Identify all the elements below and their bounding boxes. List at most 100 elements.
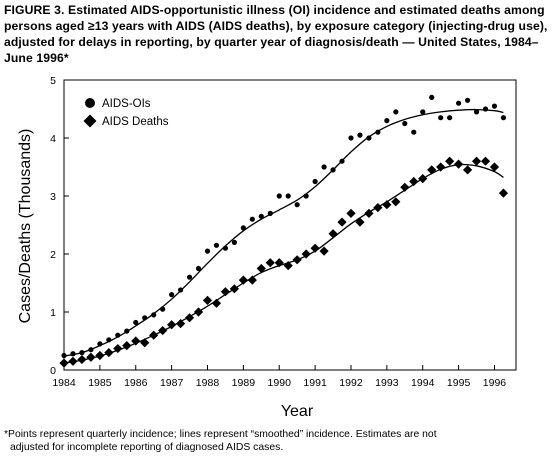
aids-oi-point <box>169 292 175 298</box>
y-tick-label: 4 <box>50 133 56 145</box>
aids-oi-point <box>447 115 453 121</box>
x-tick-label: 1992 <box>339 377 363 389</box>
aids-oi-point <box>79 350 85 356</box>
aids-oi-point <box>294 202 300 208</box>
aids-death-point <box>364 208 374 218</box>
aids-death-point <box>274 258 284 268</box>
aids-death-point <box>68 356 78 366</box>
aids-oi-point <box>267 210 273 216</box>
aids-death-point <box>418 174 428 184</box>
aids-oi-point <box>384 118 390 124</box>
aids-oi-point <box>357 132 363 138</box>
x-tick-label: 1985 <box>88 377 112 389</box>
aids-oi-point <box>330 167 336 173</box>
aids-death-point <box>454 159 464 169</box>
aids-oi-point <box>366 135 372 141</box>
aids-death-point <box>256 263 266 274</box>
legend-label: AIDS Deaths <box>102 116 169 128</box>
aids-oi-point <box>70 351 76 357</box>
x-tick-label: 1986 <box>124 377 148 389</box>
aids-death-point <box>427 165 437 175</box>
x-tick-label: 1989 <box>232 377 256 389</box>
aids-death-point <box>95 350 105 361</box>
aids-oi-point <box>106 337 112 343</box>
y-tick-label: 0 <box>50 365 56 377</box>
x-tick-label: 1987 <box>160 377 184 389</box>
aids-oi-point <box>231 239 237 245</box>
y-tick-label: 2 <box>50 249 56 261</box>
aids-oi-point <box>222 245 229 251</box>
footnote-line-2: adjusted for incomplete reporting of dia… <box>10 442 284 453</box>
aids-oi-point <box>151 312 157 318</box>
aids-oi-point <box>186 274 193 280</box>
smoothed-line-aids-ois <box>63 108 504 357</box>
aids-oi-point <box>473 109 480 115</box>
aids-death-point <box>409 176 419 187</box>
aids-death-point <box>211 298 222 308</box>
figure-title: FIGURE 3. Estimated AIDS-opportunistic i… <box>4 3 548 65</box>
aids-oi-point <box>124 328 130 334</box>
aids-oi-point <box>464 97 471 103</box>
aids-oi-point <box>240 225 246 231</box>
aids-oi-point <box>88 347 94 353</box>
aids-death-point <box>382 200 392 210</box>
aids-oi-point <box>115 332 121 338</box>
aids-oi-point <box>285 193 291 199</box>
aids-oi-point <box>438 115 444 121</box>
aids-death-point <box>149 330 159 340</box>
aids-oi-point <box>348 135 354 141</box>
footnote: *Points represent quarterly incidence; l… <box>4 428 548 454</box>
aids-oi-point <box>420 109 426 115</box>
aids-death-point <box>59 358 69 368</box>
aids-oi-point <box>276 193 282 199</box>
aids-death-point <box>113 343 123 354</box>
aids-death-point <box>283 261 293 271</box>
aids-death-point <box>319 246 329 256</box>
aids-death-point <box>373 203 383 213</box>
x-tick-label: 1995 <box>447 377 471 389</box>
aids-death-point <box>436 162 446 172</box>
aids-death-point <box>346 208 356 218</box>
aids-death-point <box>86 352 96 362</box>
aids-death-point <box>122 341 132 351</box>
aids-death-point <box>355 217 365 227</box>
aids-oi-point <box>491 103 498 109</box>
aids-death-point <box>140 338 150 348</box>
aids-oi-point <box>61 352 67 359</box>
aids-death-point <box>193 307 204 317</box>
aids-oi-point <box>142 315 148 321</box>
aids-death-point <box>400 182 410 192</box>
aids-death-point <box>131 336 141 346</box>
aids-oi-point <box>429 94 435 100</box>
aids-death-point <box>310 243 320 253</box>
aids-death-point <box>489 162 500 172</box>
x-axis-label: Year <box>281 403 314 420</box>
aids-oi-point <box>249 216 255 222</box>
aids-oi-point <box>375 129 381 135</box>
aids-oi-point <box>177 287 184 293</box>
x-tick-label: 1984 <box>52 377 76 389</box>
aids-oi-point <box>258 213 264 219</box>
x-tick-label: 1991 <box>303 377 327 389</box>
x-tick-label: 1996 <box>483 377 507 389</box>
aids-oi-point <box>482 106 489 112</box>
aids-death-point <box>445 156 455 166</box>
aids-death-point <box>391 197 401 207</box>
footnote-line-1: *Points represent quarterly incidence; l… <box>4 429 437 440</box>
y-axis: 0 1 2 3 4 5 <box>50 75 69 377</box>
aids-death-point <box>480 156 491 166</box>
aids-oi-point <box>456 100 462 106</box>
aids-oi-point <box>312 178 318 185</box>
aids-death-point <box>337 217 347 227</box>
aids-oi-point <box>402 120 408 127</box>
aids-death-point <box>238 275 248 285</box>
aids-death-point <box>247 275 257 285</box>
data-points <box>59 94 509 368</box>
aids-death-point <box>471 156 482 166</box>
aids-oi-point <box>213 242 220 248</box>
smoothed-line-aids-deaths <box>63 163 504 364</box>
y-tick-label: 3 <box>50 191 56 203</box>
y-axis-label: Cases/Deaths (Thousands) <box>17 129 34 324</box>
x-tick-label: 1993 <box>375 377 399 389</box>
